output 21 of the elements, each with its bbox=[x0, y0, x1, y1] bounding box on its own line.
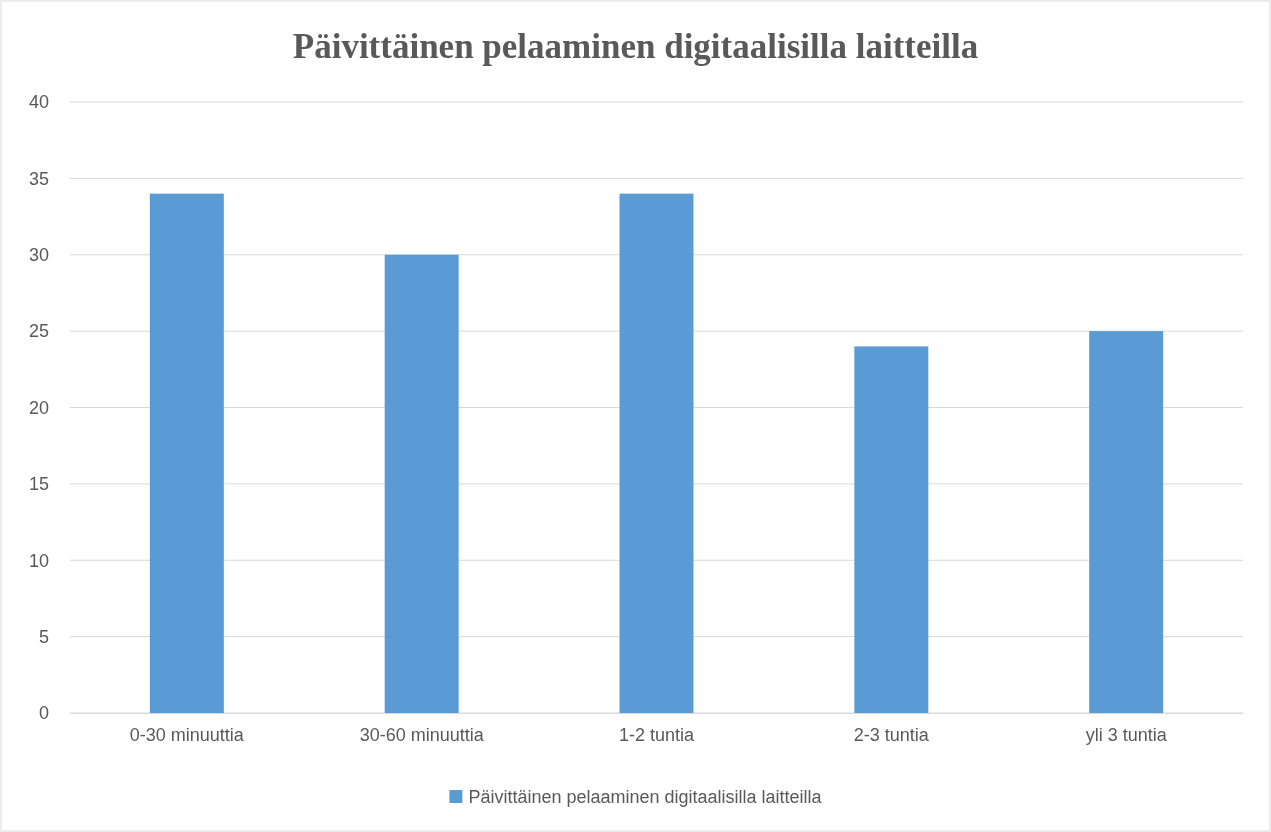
x-tick-label: 1-2 tuntia bbox=[618, 725, 696, 746]
y-tick-label: 10 bbox=[28, 550, 49, 571]
y-tick-label: 35 bbox=[28, 168, 49, 189]
bar bbox=[854, 346, 929, 713]
bar bbox=[384, 254, 459, 713]
x-tick-label: 0-30 minuuttia bbox=[129, 725, 245, 746]
y-tick-label: 25 bbox=[28, 321, 49, 342]
y-tick-label: 20 bbox=[28, 397, 49, 418]
y-tick-label: 15 bbox=[28, 474, 49, 495]
y-tick-label: 0 bbox=[38, 703, 49, 724]
legend-label: Päivittäinen pelaaminen digitaalisilla laitteilla bbox=[468, 787, 823, 808]
x-tick-label: 2-3 tuntia bbox=[853, 725, 930, 746]
x-tick-label: yli 3 tuntia bbox=[1085, 725, 1168, 746]
y-tick-label: 5 bbox=[38, 626, 49, 647]
bar bbox=[149, 193, 224, 713]
bar bbox=[1089, 331, 1164, 713]
x-tick-label: 30-60 minuuttia bbox=[359, 725, 485, 746]
y-tick-label: 40 bbox=[28, 92, 49, 113]
y-tick-label: 30 bbox=[28, 245, 49, 266]
bar bbox=[619, 193, 694, 713]
chart-title: Päivittäinen pelaaminen digitaalisilla laitteilla bbox=[292, 27, 979, 66]
